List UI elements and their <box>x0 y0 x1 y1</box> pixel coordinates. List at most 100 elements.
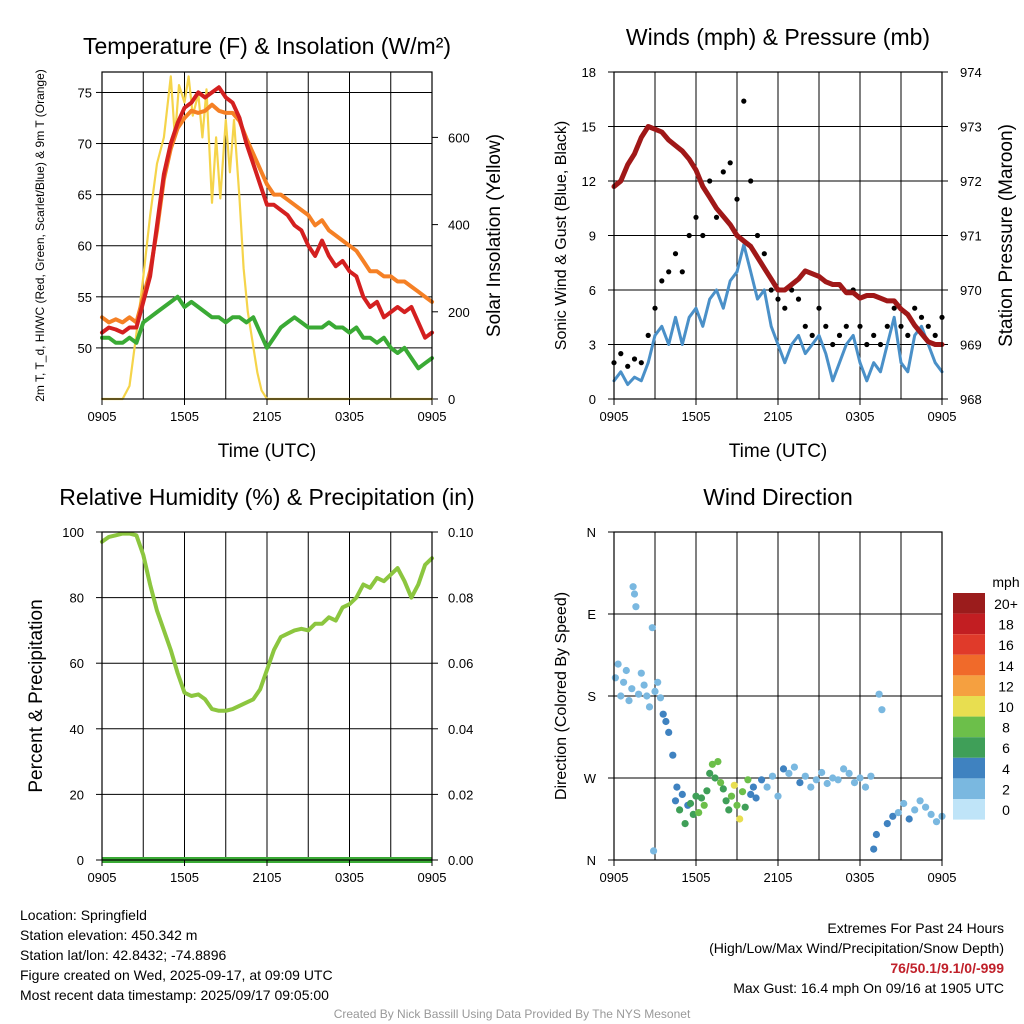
direction-point <box>807 783 815 791</box>
direction-point <box>758 776 766 784</box>
direction-point <box>620 678 628 686</box>
extremes-values: 76/50.1/9.1/0/-999 <box>890 960 1004 976</box>
colorbar-label: 0 <box>1002 802 1010 818</box>
direction-point <box>905 815 913 823</box>
gust-point <box>741 98 747 104</box>
timestamp-text: Most recent data timestamp: 2025/09/17 0… <box>20 987 329 1003</box>
gust-point <box>618 351 624 357</box>
direction-point <box>614 660 622 668</box>
direction-point <box>861 783 870 791</box>
extremes-subheading: (High/Low/Max Wind/Precipitation/Snow De… <box>709 940 1004 956</box>
y2-tick-label: 400 <box>448 218 470 233</box>
y2-tick-label: 200 <box>448 305 470 320</box>
x-tick-label: 0305 <box>335 409 364 424</box>
direction-point <box>801 772 809 780</box>
direction-point <box>681 820 689 828</box>
direction-point <box>697 794 706 802</box>
panel-title: Winds (mph) & Pressure (mb) <box>626 24 930 50</box>
gust-point <box>638 360 644 366</box>
direction-point <box>706 769 714 778</box>
direction-point <box>736 815 744 823</box>
direction-point <box>785 769 793 778</box>
extremes-info: Extremes For Past 24 Hours (High/Low/Max… <box>709 918 1004 998</box>
x-tick-label: 1505 <box>170 409 199 424</box>
series-relative-humidity <box>100 531 434 713</box>
max-gust-text: Max Gust: 16.4 mph On 09/16 at 1905 UTC <box>733 980 1004 996</box>
gust-point <box>686 232 692 239</box>
direction-point <box>730 781 738 789</box>
colorbar-swatch <box>953 799 985 820</box>
x-tick-label: 2105 <box>253 409 282 424</box>
direction-point <box>900 799 908 808</box>
direction-point <box>678 790 686 799</box>
gust-point <box>925 323 931 329</box>
direction-point <box>711 774 719 782</box>
panel-title: Relative Humidity (%) & Precipitation (i… <box>59 484 474 510</box>
direction-point <box>648 624 656 632</box>
y2-tick-label: 972 <box>960 174 982 189</box>
direction-point <box>632 603 640 611</box>
gust-point <box>830 341 836 348</box>
x-axis-label: Time (UTC) <box>218 441 317 462</box>
direction-point <box>673 783 681 791</box>
direction-point <box>796 779 804 787</box>
gust-point <box>898 323 904 329</box>
direction-point <box>662 717 670 726</box>
direction-point <box>763 783 771 791</box>
colorbar-swatch <box>953 613 985 635</box>
direction-point <box>878 706 886 714</box>
y-tick-label: 75 <box>78 85 92 100</box>
y-tick-label: 60 <box>78 239 92 254</box>
gust-point <box>823 323 829 329</box>
colorbar-label: 10 <box>998 699 1014 715</box>
gust-point <box>782 305 788 311</box>
colorbar-label: 14 <box>998 658 1014 674</box>
direction-point <box>818 768 826 777</box>
y2-tick-label: 0.04 <box>448 722 473 737</box>
direction-point <box>686 799 695 808</box>
colorbar-swatch <box>953 737 985 758</box>
direction-point <box>911 806 919 814</box>
colorbar-label: 16 <box>998 637 1014 653</box>
y-tick-label: N <box>587 525 596 540</box>
y-tick-label: 40 <box>70 722 84 737</box>
direction-point <box>717 779 725 787</box>
direction-point <box>714 758 722 766</box>
direction-point <box>738 788 747 796</box>
y-tick-label: 9 <box>589 229 596 244</box>
gust-point <box>727 160 733 166</box>
y-axis-label: Direction (Colored By Speed) <box>553 592 570 800</box>
gust-point <box>864 341 870 348</box>
y-tick-label: 0 <box>589 392 596 407</box>
panel-4: N W S E N 0905 1505 2105 0305 0905 Wind Direction D… <box>553 484 956 885</box>
y2-tick-label: 0.08 <box>448 591 473 606</box>
y-tick-label: 65 <box>78 188 92 203</box>
panel-2: 0 3 6 9 12 15 18 968 969 970 971 972 973 974 0905 1505 2… <box>553 24 1017 462</box>
gust-point <box>795 296 802 302</box>
y2-tick-label: 970 <box>960 283 982 298</box>
direction-point <box>845 769 853 778</box>
y-tick-label: 6 <box>589 283 596 298</box>
direction-point <box>659 710 667 718</box>
gust-point <box>932 332 938 338</box>
direction-point <box>872 830 881 839</box>
panel-3: 0 20 40 60 80 100 0.00 0.02 0.04 0.06 0.08 0.10 0905… <box>26 484 475 885</box>
x-tick-label: 0905 <box>600 870 629 885</box>
direction-point <box>665 728 673 737</box>
direction-point <box>629 583 637 591</box>
y-tick-label: E <box>587 607 596 622</box>
direction-point <box>779 765 788 773</box>
y2-tick-label: 0.06 <box>448 656 473 671</box>
y-axis-label: Sonic Wind & Gust (Blue, Black) <box>553 121 570 350</box>
direction-point <box>916 797 924 805</box>
direction-point <box>883 820 891 828</box>
direction-point <box>640 681 648 689</box>
y-tick-label: 50 <box>78 341 92 356</box>
direction-point <box>850 779 859 787</box>
y-tick-label: 80 <box>70 591 84 606</box>
direction-point <box>695 809 703 817</box>
direction-point <box>725 806 733 814</box>
direction-point <box>752 794 760 802</box>
y2-axis-label: Solar Insolation (Yellow) <box>484 134 505 337</box>
direction-point <box>700 801 708 809</box>
